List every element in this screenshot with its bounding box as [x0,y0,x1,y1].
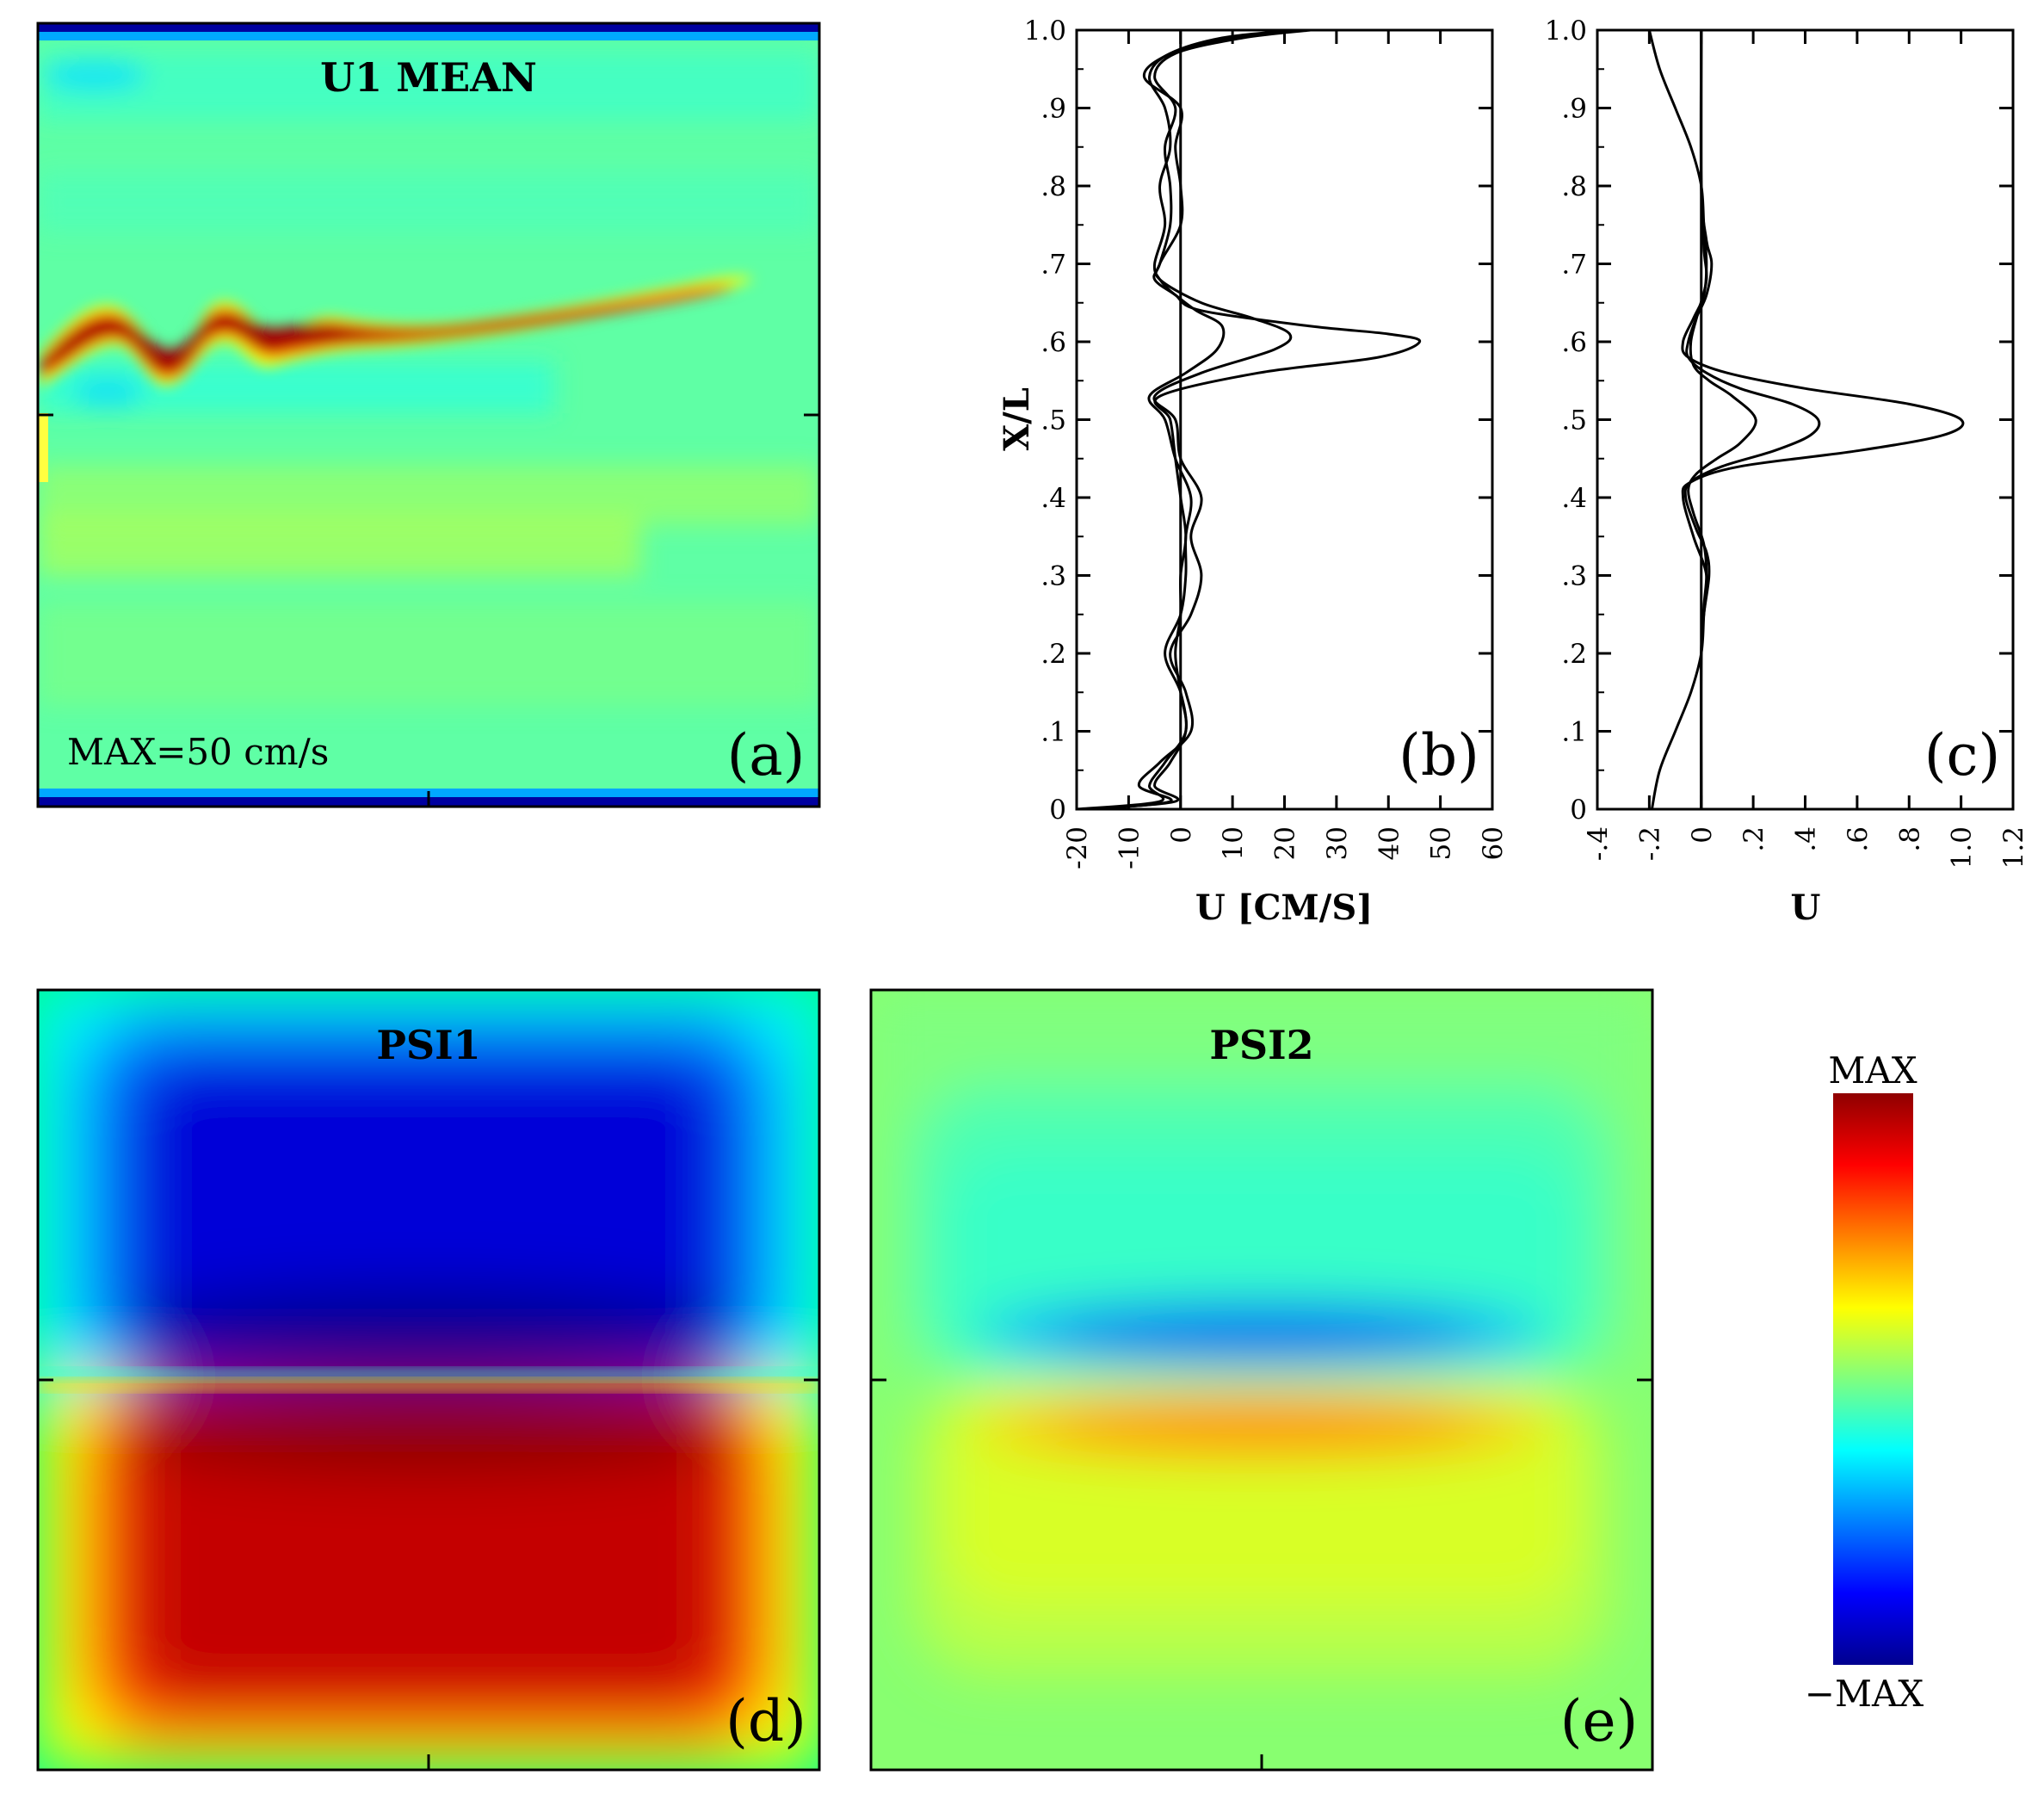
panel-d-label: (d) [726,1688,806,1754]
panel-b-xtick-label: -10 [1114,826,1145,869]
panel-b: 0 .1 .2 .3 .4 .5 .6 .7 .8 .9 1.0 -20 -10 0 10 20 30 40 50 6… [997,15,1509,928]
panel-b-ytick-label: .3 [1041,561,1066,592]
panel-b-ytick-label: .1 [1041,717,1066,748]
panel-b-xtick-label: -20 [1062,826,1093,869]
panel-c-xtick-label: .2 [1738,826,1769,852]
panel-c-ytick-label: .6 [1561,327,1587,358]
panel-c-series-3 [1687,29,1757,810]
panel-c-ticks: 0 .1 .2 .3 .4 .5 .6 .7 .8 .9 1.0 -.4 -.2 0 .2 .4 .6 .8 1.0… [1545,15,2029,869]
panel-b-ytick-label: .5 [1041,405,1066,436]
panel-c-ytick-label: .8 [1561,171,1587,202]
colorbar-max-label: MAX [1828,1049,1917,1092]
colorbar-gradient [1833,1093,1913,1665]
colorbar: MAX −MAX [1805,1049,1924,1715]
panel-b-xtick-label: 20 [1270,826,1301,860]
panel-c-ytick-label: .9 [1561,94,1587,125]
panel-b-ytick-label: .8 [1041,171,1066,202]
plot-frame-c [1596,28,2015,811]
panel-b-xtick-label: 60 [1478,826,1509,860]
panel-c-xlabel: U [1791,888,1821,928]
panel-a-label: (a) [727,722,806,789]
panel-b-ytick-label: .6 [1041,327,1066,358]
panel-b-ylabel: X/L [997,387,1037,451]
panel-c-xtick-label: 1.0 [1947,826,1978,869]
colorbar-min-label: −MAX [1805,1673,1924,1715]
panel-b-xtick-label: 0 [1166,826,1197,844]
panel-e-label: (e) [1560,1688,1639,1754]
panel-d-title: PSI1 [376,1022,480,1068]
panel-b-ytick-label: 0 [1049,795,1066,826]
panel-b-series-1 [1076,28,1422,811]
panel-b-xtick-label: 40 [1374,826,1405,860]
panel-c-curves [1647,29,1965,810]
panel-b-series-3 [1081,28,1311,811]
panel-c-xtick-label: -.2 [1634,826,1665,861]
panel-c-series-2 [1683,29,1821,810]
panel-e: PSI2 (e) [869,988,1654,1772]
panel-c-xtick-label: .6 [1843,826,1874,852]
heatmap-u1-mean [38,23,819,807]
panel-d: PSI1 (d) [36,988,821,1772]
panel-c-xtick-label: .8 [1894,826,1925,852]
panel-c-ytick-label: 0 [1570,795,1587,826]
panel-e-title: PSI2 [1209,1022,1313,1068]
panel-c-ytick-label: .1 [1561,717,1587,748]
panel-c-ytick-label: .7 [1561,250,1587,281]
panel-b-xtick-label: 50 [1426,826,1457,860]
heatmap-psi1 [38,990,819,1770]
panel-c-ytick-label: .2 [1561,639,1587,670]
panel-c: 0 .1 .2 .3 .4 .5 .6 .7 .8 .9 1.0 -.4 -.2 0 .2 .4 .6 .8 1.0… [1545,15,2029,928]
panel-c-ytick-label: .5 [1561,405,1587,436]
panel-b-ytick-label: .2 [1041,639,1066,670]
panel-c-xtick-label: 1.2 [1998,826,2029,869]
panel-b-xtick-label: 30 [1322,826,1353,860]
panel-b-ytick-label: .9 [1041,94,1066,125]
heatmap-psi2 [871,990,1652,1770]
panel-b-ticks: 0 .1 .2 .3 .4 .5 .6 .7 .8 .9 1.0 -20 -10 0 10 20 30 40 50 6… [1024,15,1509,869]
panel-a-max-note: MAX=50 cm/s [67,731,329,773]
panel-c-ytick-label: 1.0 [1545,15,1587,46]
panel-b-label: (b) [1399,722,1479,789]
panel-c-ytick-label: .3 [1561,561,1587,592]
panel-b-curves [1076,28,1422,811]
panel-b-series-2 [1086,28,1295,811]
panel-c-xtick-label: .4 [1791,826,1822,852]
plot-frame-b [1075,28,1494,811]
panel-b-xlabel: U [CM/S] [1195,888,1373,928]
panel-b-ytick-label: .4 [1041,483,1066,514]
panel-c-label: (c) [1924,722,2000,789]
panel-c-ytick-label: .4 [1561,483,1587,514]
panel-b-ytick-label: .7 [1041,250,1066,281]
panel-c-series-1 [1647,29,1965,810]
panel-b-xtick-label: 10 [1218,826,1249,860]
panel-a-title: U1 MEAN [320,54,537,101]
panel-c-xtick-label: -.4 [1583,826,1614,861]
panel-b-ytick-label: 1.0 [1024,15,1066,46]
panel-a: U1 MEAN MAX=50 cm/s (a) [36,22,821,808]
panel-c-xtick-label: 0 [1687,826,1718,844]
